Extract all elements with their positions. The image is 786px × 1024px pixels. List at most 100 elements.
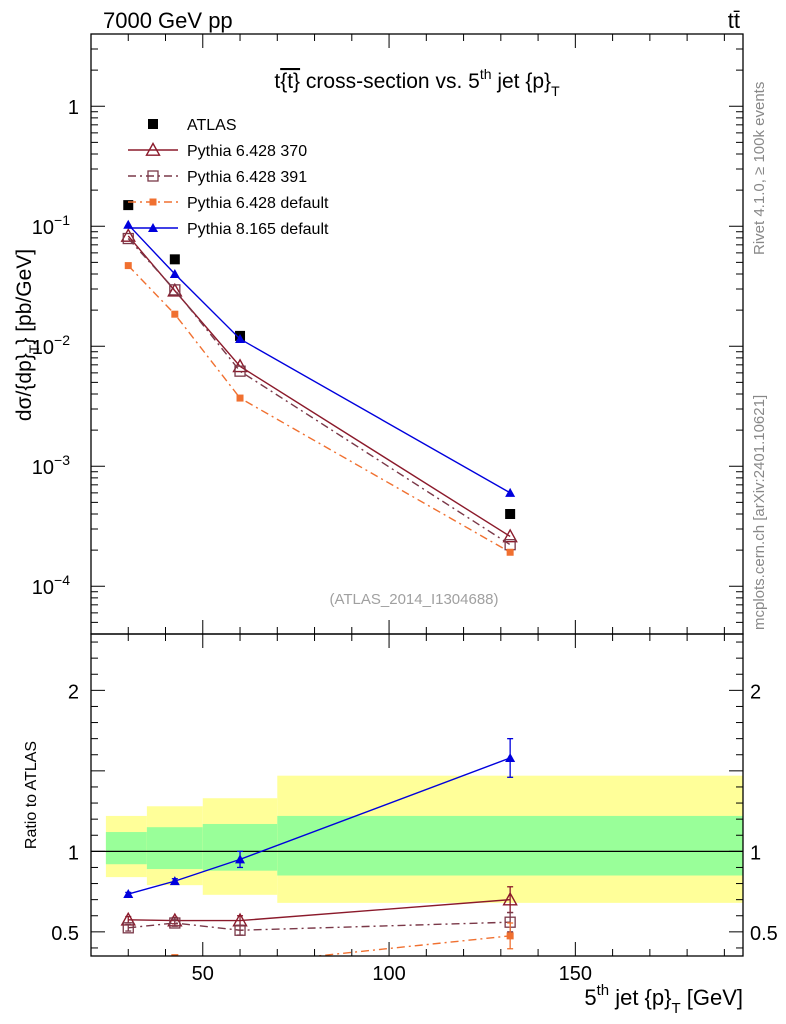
y-tick-exp: −1 [54, 212, 70, 228]
ratio-point-pythia-6-428-default-0 [125, 959, 132, 966]
ratio-y-tick-label-right: 0.5 [750, 923, 778, 945]
energy-label: 7000 GeV pp [103, 8, 233, 33]
ratio-point-pythia-6-428-default-1 [171, 954, 179, 956]
x-tick-label: 150 [559, 963, 592, 985]
main-line-pythia-8-165-default [127, 224, 511, 494]
ratio-y-tick-label-left: 0.5 [51, 923, 79, 945]
y-tick-label: 10−3 [32, 452, 70, 479]
main-point-pythia-6-428-default-1 [171, 310, 179, 318]
title-pre: t [274, 70, 280, 93]
ratio-y-tick-label-left: 2 [68, 681, 79, 703]
ratio-y-tick-label-right: 1 [750, 842, 761, 864]
ratio-line-pythia-8-165-default [128, 757, 511, 895]
main-point-atlas-3 [505, 509, 516, 519]
y-tick-base: 10 [32, 457, 54, 479]
ratio-line-pythia-6-428-391 [128, 921, 511, 931]
main-point-pythia-6-428-370-3 [502, 528, 518, 543]
ratio-plot-area [91, 738, 743, 968]
main-point-pythia-8-165-default-0 [123, 219, 134, 229]
ratio-point-pythia-8-165-default-3 [505, 752, 516, 762]
main-point-pythia-6-428-391-1 [169, 284, 181, 296]
ratio-point-pythia-6-428-default-2 [237, 961, 244, 968]
ratio-axis-ticks: 0.5 0.5 1 1 2 2 50 100 150 [51, 634, 778, 985]
main-point-pythia-6-428-default-2 [236, 394, 244, 402]
y-axis-label: dσ/{dp}T} [pb/GeV] [13, 249, 42, 421]
title-mid: cross-section vs. 5 [300, 70, 480, 93]
title-sup: th [480, 66, 492, 82]
y-tick-label: 10−2 [32, 332, 70, 359]
ratio-point-pythia-8-165-default-1 [169, 876, 180, 886]
ratio-y-tick-label-right: 2 [750, 681, 761, 703]
main-point-pythia-6-428-391-2 [234, 365, 246, 377]
ylabel-c: } [pb/GeV] [13, 249, 36, 345]
title-post: jet {p} [492, 70, 552, 93]
title-sub: T [551, 83, 560, 99]
x-axis-label: 5th jet {p}T [GeV] [584, 982, 743, 1017]
main-point-pythia-6-428-370-0 [120, 228, 136, 242]
legend-marker-pythia-6-428-default [149, 198, 157, 206]
ratio-line-pythia-6-428-370 [128, 898, 511, 922]
main-point-pythia-6-428-370-1 [167, 282, 183, 297]
ratio-y-tick-label-left: 1 [68, 842, 79, 864]
legend: ATLAS Pythia 6.428 370 Pythia 6.428 391 Pyt… [128, 117, 329, 238]
ratio-point-pythia-6-428-391-0 [122, 922, 134, 934]
legend-marker-pythia-8-165-default [148, 223, 158, 232]
y-tick-exp: −2 [54, 332, 70, 348]
main-point-pythia-8-165-default-1 [169, 269, 180, 278]
legend-label-pythia-6-428-370: Pythia 6.428 370 [187, 143, 307, 160]
y-tick-base: 10 [32, 217, 54, 239]
main-point-atlas-1 [169, 254, 180, 265]
main-plot-area [120, 200, 518, 556]
main-point-pythia-8-165-default-2 [235, 333, 246, 343]
legend-marker-atlas [148, 119, 158, 129]
ratio-band-inner-3 [277, 815, 743, 876]
legend-label-pythia-6-428-391: Pythia 6.428 391 [187, 169, 307, 186]
main-line-pythia-6-428-default [127, 265, 511, 553]
x-tick-label: 100 [372, 963, 405, 985]
y-tick-base: 10 [32, 577, 54, 599]
y-tick-base: 10 [32, 337, 54, 359]
main-axis-ticks: 110−110−210−310−4 [32, 33, 743, 635]
ylabel-a: dσ/{dp} [13, 353, 36, 421]
ratio-band-inner-0 [105, 832, 147, 865]
ratio-point-pythia-6-428-391-1 [169, 917, 181, 929]
y-tick-label: 10−4 [32, 572, 70, 599]
x-tick-label: 50 [192, 963, 214, 985]
title-bar: {t} [280, 70, 300, 93]
rivet-label: Rivet 4.1.0, ≥ 100k events [751, 82, 768, 255]
legend-marker-pythia-6-428-391 [147, 170, 159, 182]
main-point-pythia-6-428-391-0 [122, 232, 134, 245]
y-tick-label: 1 [68, 97, 79, 119]
main-line-pythia-6-428-391 [127, 238, 511, 546]
xlabel-pre: 5 [584, 985, 596, 1010]
ratio-point-pythia-8-165-default-0 [123, 889, 134, 899]
main-panel: 110−110−210−310−4 t{t} cross-section vs.… [13, 33, 744, 635]
ratio-line-pythia-6-428-default [310, 935, 511, 956]
plot-title: t{t} cross-section vs. 5th jet {p}T [274, 66, 560, 99]
ratio-frame [90, 633, 744, 957]
y-tick-exp: −4 [54, 572, 70, 588]
main-point-pythia-8-165-default-3 [505, 487, 516, 497]
main-point-atlas-0 [123, 200, 134, 211]
legend-label-pythia-6-428-default: Pythia 6.428 default [187, 195, 329, 212]
ratio-point-pythia-8-165-default-2 [235, 854, 246, 864]
ylabel-b: T [26, 344, 42, 353]
ratio-panel: 0.5 0.5 1 1 2 2 50 100 150 Ratio to ATLAS 5th je… [23, 633, 778, 1017]
mcplots-label: mcplots.cern.ch [arXiv:2401.10621] [751, 395, 768, 630]
ratio-point-pythia-6-428-391-2 [234, 924, 246, 936]
ratio-y-label: Ratio to ATLAS [23, 741, 40, 849]
ratio-point-pythia-6-428-370-3 [502, 891, 518, 906]
xlabel-sup: th [597, 982, 610, 999]
xlabel-mid: jet {p} [609, 985, 671, 1010]
main-point-pythia-6-428-default-0 [124, 262, 132, 270]
y-tick-label: 10−1 [32, 212, 70, 239]
xlabel-post: [GeV] [681, 985, 743, 1010]
main-line-pythia-6-428-370 [127, 235, 511, 538]
main-point-pythia-6-428-default-3 [506, 548, 514, 556]
process-label: tt̄ [728, 8, 740, 33]
ratio-point-pythia-6-428-default-3 [506, 932, 514, 940]
legend-label-atlas: ATLAS [187, 117, 237, 134]
legend-label-pythia-8-165-default: Pythia 8.165 default [187, 221, 329, 238]
ratio-band-inner-1 [146, 827, 203, 870]
